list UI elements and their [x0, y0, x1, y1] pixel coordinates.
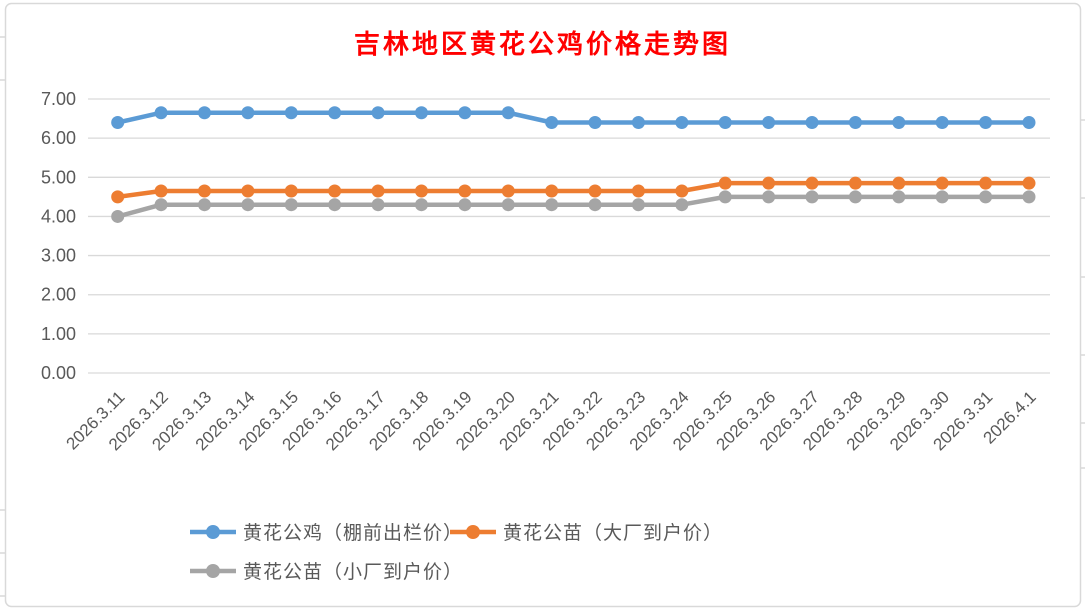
- data-point-series-2[interactable]: [197, 184, 211, 198]
- data-point-series-2[interactable]: [284, 184, 298, 198]
- y-axis-label: 6.00: [41, 128, 76, 148]
- data-point-series-3[interactable]: [588, 198, 602, 212]
- data-point-series-1[interactable]: [1022, 116, 1036, 130]
- data-point-series-1[interactable]: [414, 106, 428, 120]
- data-point-series-2[interactable]: [935, 176, 949, 190]
- data-point-series-1[interactable]: [545, 116, 559, 130]
- data-point-series-3[interactable]: [892, 190, 906, 204]
- data-point-series-2[interactable]: [371, 184, 385, 198]
- series-line-1: [117, 110, 1029, 125]
- y-axis-label: 2.00: [41, 285, 76, 305]
- data-point-series-3[interactable]: [328, 198, 342, 212]
- data-point-series-1[interactable]: [675, 116, 689, 130]
- data-point-series-2[interactable]: [718, 176, 732, 190]
- data-point-series-3[interactable]: [284, 198, 298, 212]
- data-point-series-1[interactable]: [588, 116, 602, 130]
- data-point-series-2[interactable]: [328, 184, 342, 198]
- legend-marker-gray-line-dot-icon: [190, 563, 236, 578]
- data-point-series-1[interactable]: [197, 106, 211, 120]
- data-point-series-2[interactable]: [892, 176, 906, 190]
- y-axis-label: 5.00: [41, 167, 76, 187]
- data-point-series-1[interactable]: [328, 106, 342, 120]
- legend-dot-series-1: [206, 524, 220, 539]
- data-point-series-2[interactable]: [241, 184, 255, 198]
- data-point-series-3[interactable]: [154, 198, 168, 212]
- data-point-series-2[interactable]: [154, 184, 168, 198]
- data-point-series-1[interactable]: [935, 116, 949, 130]
- data-point-series-1[interactable]: [501, 106, 515, 120]
- y-axis-label: 0.00: [41, 363, 76, 383]
- legend-label-series-1: 黄花公鸡（棚前出栏价）: [243, 522, 464, 544]
- data-point-series-2[interactable]: [1022, 176, 1036, 190]
- data-point-series-1[interactable]: [111, 116, 125, 130]
- y-axis-label: 7.00: [41, 89, 76, 109]
- data-point-series-3[interactable]: [197, 198, 211, 212]
- data-point-series-3[interactable]: [675, 198, 689, 212]
- data-point-series-2[interactable]: [588, 184, 602, 198]
- data-point-series-1[interactable]: [458, 106, 472, 120]
- data-point-series-2[interactable]: [111, 190, 125, 204]
- legend-label-series-2: 黄花公苗（大厂到户价）: [503, 522, 724, 544]
- data-point-series-3[interactable]: [718, 190, 732, 204]
- data-point-series-2[interactable]: [675, 184, 689, 198]
- data-point-series-3[interactable]: [979, 190, 993, 204]
- data-point-series-1[interactable]: [848, 116, 862, 130]
- data-point-series-3[interactable]: [935, 190, 949, 204]
- chart-border: [4, 2, 1082, 608]
- chart-title: 吉林地区黄花公鸡价格走势图: [353, 30, 731, 60]
- series-line-2: [117, 180, 1029, 200]
- y-axis-label: 1.00: [41, 324, 76, 344]
- data-point-series-1[interactable]: [892, 116, 906, 130]
- series-line-3: [117, 194, 1029, 219]
- data-point-series-2[interactable]: [805, 176, 819, 190]
- legend-item-series-3[interactable]: 黄花公苗（小厂到户价）: [190, 557, 463, 584]
- data-point-series-1[interactable]: [241, 106, 255, 120]
- legend-marker-blue-line-dot-icon: [190, 524, 236, 539]
- data-point-series-2[interactable]: [501, 184, 515, 198]
- legend-label-series-3: 黄花公苗（小厂到户价）: [243, 561, 464, 583]
- data-point-series-3[interactable]: [414, 198, 428, 212]
- legend-item-series-2[interactable]: 黄花公苗（大厂到户价）: [450, 518, 723, 545]
- data-point-series-3[interactable]: [805, 190, 819, 204]
- data-point-series-1[interactable]: [805, 116, 819, 130]
- data-point-series-1[interactable]: [979, 116, 993, 130]
- data-point-series-3[interactable]: [241, 198, 255, 212]
- data-point-series-2[interactable]: [458, 184, 472, 198]
- data-point-series-1[interactable]: [284, 106, 298, 120]
- data-point-series-2[interactable]: [414, 184, 428, 198]
- legend-dot-series-2: [466, 524, 480, 539]
- legend-item-series-1[interactable]: 黄花公鸡（棚前出栏价）: [190, 518, 463, 545]
- data-point-series-2[interactable]: [631, 184, 645, 198]
- data-point-series-3[interactable]: [371, 198, 385, 212]
- legend-marker-orange-line-dot-icon: [450, 524, 496, 539]
- data-point-series-1[interactable]: [631, 116, 645, 130]
- data-point-series-2[interactable]: [545, 184, 559, 198]
- data-point-series-3[interactable]: [848, 190, 862, 204]
- legend-dot-series-3: [206, 563, 220, 578]
- data-point-series-1[interactable]: [718, 116, 732, 130]
- data-point-series-1[interactable]: [762, 116, 776, 130]
- data-point-series-3[interactable]: [111, 209, 125, 223]
- data-point-series-3[interactable]: [458, 198, 472, 212]
- data-point-series-3[interactable]: [545, 198, 559, 212]
- data-point-series-3[interactable]: [1022, 190, 1036, 204]
- data-point-series-3[interactable]: [631, 198, 645, 212]
- data-point-series-2[interactable]: [979, 176, 993, 190]
- data-point-series-2[interactable]: [848, 176, 862, 190]
- data-point-series-2[interactable]: [762, 176, 776, 190]
- data-point-series-1[interactable]: [154, 106, 168, 120]
- data-point-series-3[interactable]: [762, 190, 776, 204]
- y-axis-label: 4.00: [41, 206, 76, 226]
- y-axis-label: 3.00: [41, 246, 76, 266]
- data-point-series-1[interactable]: [371, 106, 385, 120]
- data-point-series-3[interactable]: [501, 198, 515, 212]
